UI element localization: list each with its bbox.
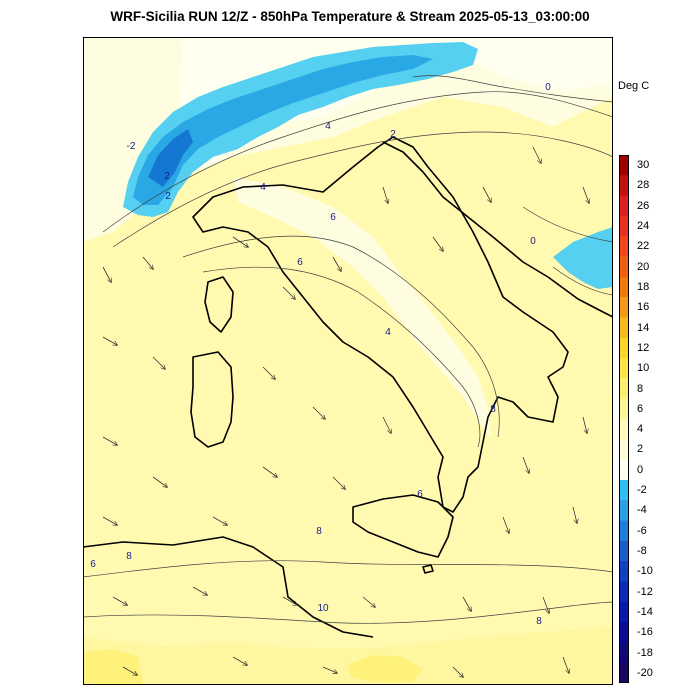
- colorbar-segment: [619, 500, 629, 522]
- contour-label: 10: [317, 603, 329, 614]
- colorbar-tick-label: 8: [637, 382, 644, 395]
- colorbar-segment: [619, 540, 629, 562]
- colorbar-segment: [619, 561, 629, 582]
- colorbar-tick-label: 6: [637, 402, 644, 415]
- contour-label: 2: [164, 171, 170, 182]
- temperature-band-12-14: [83, 649, 143, 685]
- colorbar-tick-label: -14: [637, 605, 653, 618]
- colorbar-segment: [619, 256, 629, 278]
- colorbar-tick-label: 24: [637, 220, 650, 233]
- colorbar-tick-label: 18: [637, 281, 650, 293]
- colorbar-segment: [619, 439, 629, 461]
- colorbar-tick-label: 30: [637, 159, 650, 172]
- temperature-band-10-12: [83, 627, 613, 685]
- colorbar-segment: [619, 479, 629, 501]
- contour-label: -2: [127, 141, 136, 152]
- colorbar-segment: [619, 642, 629, 664]
- colorbar-tick-label: -8: [637, 545, 647, 557]
- colorbar-tick-label: 20: [637, 260, 650, 273]
- colorbar-segment: [619, 337, 629, 359]
- colorbar-segment: [619, 398, 629, 420]
- colorbar-tick-label: 10: [637, 362, 650, 375]
- alps-cold-deep: [148, 129, 193, 187]
- colorbar-segment: [619, 459, 629, 481]
- contour-label: 8: [490, 404, 496, 415]
- contour-label: 2: [390, 129, 396, 140]
- contour-label: 8: [316, 526, 322, 537]
- temperature-warm-patch-south: [348, 655, 423, 682]
- contour-label: 6: [330, 212, 336, 223]
- contour-label: 6: [90, 559, 96, 570]
- colorbar-tick-label: 4: [637, 423, 644, 436]
- contour-label: 0: [545, 82, 551, 93]
- contour-label: 4: [260, 182, 266, 193]
- colorbar-tick-label: 2: [637, 443, 644, 456]
- colorbar: [619, 155, 629, 683]
- alps-cold-region: [123, 42, 478, 217]
- alps-cold-core: [133, 55, 433, 205]
- colorbar-segment: [619, 317, 629, 339]
- colorbar-segment: [619, 662, 629, 683]
- stream-arrows: [102, 146, 589, 677]
- colorbar-segment: [619, 622, 629, 643]
- colorbar-frame: [619, 155, 629, 683]
- contour-label: 4: [325, 121, 331, 132]
- colorbar-tick-label: 0: [637, 463, 644, 476]
- colorbar-segment: [619, 378, 629, 400]
- colorbar-segment: [619, 236, 629, 258]
- colorbar-segment: [619, 601, 629, 623]
- colorbar-tick-label: -18: [637, 646, 653, 659]
- weather-map: -2 2 2 0 0 4 4 6 6 4 8 6 8 8 6 10 8 2: [83, 37, 613, 685]
- colorbar-tick-label: -16: [637, 626, 653, 639]
- contour-label: 8: [126, 551, 132, 562]
- colorbar-segment: [619, 297, 629, 318]
- units-label: Deg C: [618, 80, 650, 92]
- colorbar-segment: [619, 276, 629, 298]
- contour-label: 6: [417, 489, 423, 500]
- contour-label: 2: [165, 191, 171, 202]
- colorbar-segment: [619, 155, 629, 176]
- temperature-contours: [83, 75, 613, 624]
- colorbar-tick-label: 16: [637, 301, 650, 314]
- contour-label: 4: [385, 327, 391, 338]
- colorbar-segment: [619, 419, 629, 440]
- colorbar-tick-label: 28: [637, 179, 650, 192]
- chart-title: WRF-Sicilia RUN 12/Z - 850hPa Temperatur…: [110, 9, 590, 24]
- colorbar-tick-label: -10: [637, 565, 653, 578]
- colorbar-tick-label: -6: [637, 524, 647, 537]
- colorbar-tick-label: 14: [637, 321, 650, 334]
- colorbar-segment: [619, 215, 629, 237]
- balkan-cold-region: [553, 227, 613, 289]
- contour-label-layer: -2 2 2 0 0 4 4 6 6 4 8 6 8 8 6 10 8 2: [90, 82, 551, 627]
- colorbar-tick-label: -4: [637, 504, 647, 517]
- colorbar-segment: [619, 358, 629, 379]
- colorbar-tick-label: -12: [637, 585, 653, 598]
- colorbar-segment: [619, 195, 629, 217]
- colorbar-tick-label: -2: [637, 484, 647, 497]
- map-frame: [83, 37, 613, 685]
- colorbar-segment: [619, 581, 629, 603]
- colorbar-tick-label: 26: [637, 199, 650, 212]
- contour-label: 6: [297, 257, 303, 268]
- colorbar-tick-label: 12: [637, 341, 650, 354]
- colorbar-segment: [619, 520, 629, 542]
- contour-label: 8: [536, 616, 542, 627]
- colorbar-segment: [619, 175, 629, 197]
- contour-label: 0: [530, 236, 536, 247]
- colorbar-tick-label: -20: [637, 666, 653, 679]
- colorbar-tick-label: 22: [637, 240, 650, 253]
- coastlines: [83, 136, 613, 638]
- apennine-cool-band: [233, 177, 491, 437]
